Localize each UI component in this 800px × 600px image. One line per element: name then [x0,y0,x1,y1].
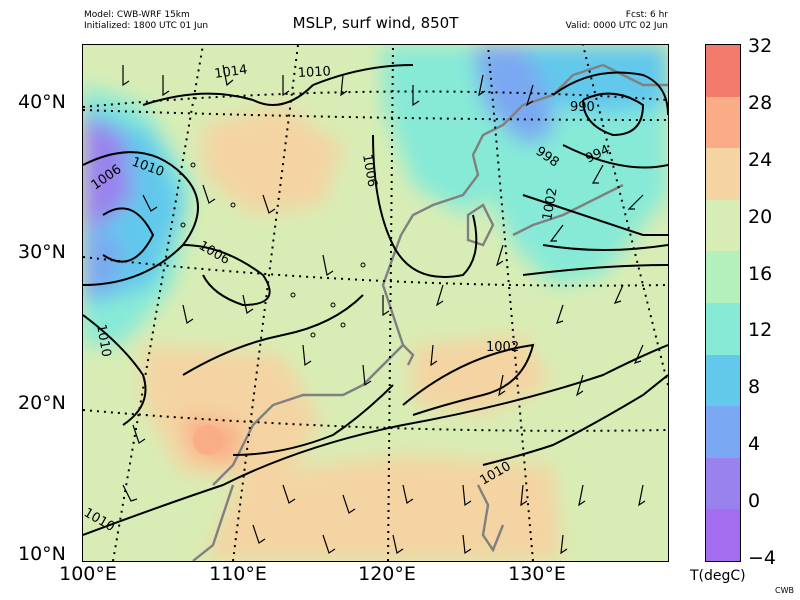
credit-text: CWB [775,586,794,595]
wind-barbs [122,64,646,555]
graticule [83,45,668,561]
lon-label: 110°E [209,563,267,585]
forecast-hour-text: Fcst: 6 hr [625,10,668,20]
lat-label: 20°N [18,392,66,414]
isobar-label: 1006 [359,153,380,188]
colorbar-segment [706,96,740,149]
coastlines [192,63,668,561]
colorbar-segment [706,303,740,355]
lat-label: 40°N [18,91,66,113]
forecast-info: Fcst: 6 hr Valid: 0000 UTC 02 Jun [566,10,668,32]
map-title: MSLP, surf wind, 850T [292,14,459,32]
colorbar-tick-label: 32 [748,35,773,57]
colorbar-tick-label: 8 [748,376,761,399]
lon-label: 120°E [358,563,416,585]
isobar-label: 1002 [486,340,519,355]
isobar-label: 1010 [297,64,331,81]
colorbar-segment [706,45,740,97]
lon-label: 100°E [59,563,117,585]
map-canvas: 1014 1010 1006 1010 1006 1006 1006 1010 … [83,45,668,561]
calm-wind-markers [180,162,366,338]
isobar-label: 1014 [213,63,248,82]
colorbar-segment [706,251,740,303]
weather-map: 1014 1010 1006 1010 1006 1006 1006 1010 … [82,44,669,562]
lat-label: 10°N [18,543,66,565]
colorbar-segment [706,354,740,407]
colorbar-tick-label: 16 [748,262,773,285]
lat-label: 30°N [18,241,66,263]
colorbar-tick-label: 0 [748,490,761,513]
colorbar-segment [706,148,740,200]
colorbar-tick-label: 12 [748,319,773,342]
colorbar-segment [706,199,740,252]
initialized-text: Initialized: 1800 UTC 01 Jun [84,21,209,31]
lon-label: 130°E [508,563,566,585]
colorbar-tick-label: 4 [748,433,761,456]
colorbar-label: T(degC) [690,568,746,584]
temperature-colorbar [705,44,741,562]
colorbar-tick-label: −4 [748,547,777,569]
isobar-label: 1002 [540,186,561,221]
colorbar-segment [706,457,740,510]
model-text: Model: CWB-WRF 15km [84,10,190,20]
model-info: Model: CWB-WRF 15km Initialized: 1800 UT… [84,10,208,32]
temperature-field [83,45,668,561]
valid-time-text: Valid: 0000 UTC 02 Jun [565,21,668,31]
isobar-label: 1010 [93,323,114,358]
colorbar-segment [706,406,740,458]
colorbar-tick-label: 24 [748,148,773,171]
isobars [83,64,668,536]
colorbar-tick-label: 28 [748,91,773,114]
isobar-label: 990 [570,100,595,115]
colorbar-segment [706,509,740,561]
colorbar-tick-label: 20 [748,205,773,228]
